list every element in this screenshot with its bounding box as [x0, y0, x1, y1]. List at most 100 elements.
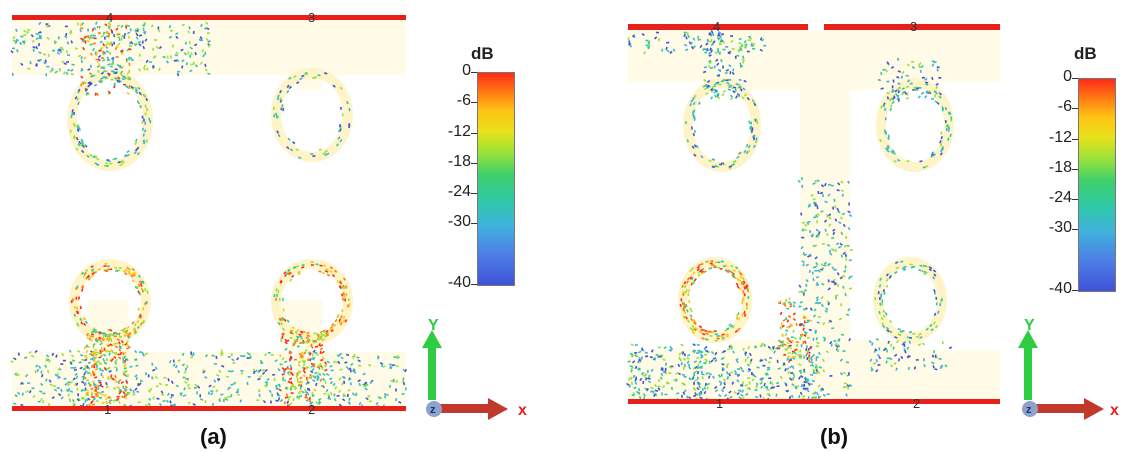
current-vector [743, 310, 746, 315]
current-vector [288, 85, 292, 90]
current-vector [149, 387, 153, 392]
current-vector [102, 43, 106, 47]
current-vector [668, 371, 672, 375]
colorbar-tick-mark [471, 162, 477, 164]
current-vector [812, 371, 816, 374]
current-vector [685, 316, 688, 320]
current-vector [788, 346, 793, 350]
current-vector [304, 396, 308, 399]
current-vector [113, 84, 116, 89]
current-vector [708, 60, 713, 65]
current-vector [710, 49, 713, 53]
current-vector [772, 346, 775, 350]
current-vector [356, 356, 360, 359]
current-vector [816, 220, 819, 224]
current-vector [118, 341, 121, 345]
current-vector [280, 317, 284, 322]
current-vector [89, 43, 93, 46]
current-vector [302, 374, 306, 378]
current-vector [266, 378, 270, 381]
current-vector [94, 367, 98, 371]
current-vector [768, 356, 773, 359]
current-vector [675, 372, 679, 375]
current-vector [141, 289, 145, 293]
current-vector [689, 307, 692, 311]
current-vector [703, 270, 707, 274]
current-vector [327, 397, 332, 401]
current-vector [888, 275, 892, 279]
current-vector [660, 372, 664, 377]
current-vector [94, 337, 98, 341]
current-vector [747, 145, 751, 149]
current-vector [43, 61, 47, 65]
current-vector [342, 277, 346, 281]
current-vector [80, 56, 83, 60]
current-vector [808, 354, 811, 358]
current-vector [246, 352, 250, 356]
current-vector [818, 351, 821, 356]
current-vector [630, 343, 634, 347]
current-vector [220, 393, 224, 396]
current-vector [337, 360, 341, 365]
current-vector [94, 154, 98, 158]
colorbar-tick-mark [1072, 199, 1078, 201]
current-vector [94, 348, 98, 351]
current-vector [810, 355, 813, 360]
current-vector [158, 402, 163, 407]
current-vector [694, 326, 698, 331]
current-vector [358, 382, 362, 387]
current-vector [165, 399, 170, 403]
current-vector [318, 270, 322, 273]
current-vector [72, 136, 76, 140]
axis-triad-b: Y x z [1018, 317, 1119, 420]
current-vector [921, 270, 926, 274]
current-vector [715, 58, 719, 62]
current-vector [827, 183, 831, 186]
current-vector [885, 326, 890, 331]
current-vector [126, 149, 130, 154]
current-vector [111, 377, 115, 381]
top-feedline-a [12, 20, 406, 75]
current-vector [741, 313, 744, 317]
current-vector [120, 381, 125, 385]
current-vector [126, 24, 130, 28]
current-vector [839, 276, 843, 280]
current-vector [726, 270, 730, 274]
current-vector [747, 39, 751, 42]
current-vector [845, 313, 850, 317]
current-vector [935, 85, 939, 89]
current-vector [367, 394, 371, 398]
current-vector [822, 321, 826, 326]
current-vector [277, 397, 281, 401]
current-vector [732, 350, 736, 354]
current-vector [682, 290, 685, 295]
current-vector [782, 301, 786, 305]
current-vector [746, 386, 750, 390]
current-vector [908, 340, 912, 344]
current-vector [816, 213, 820, 216]
current-vector [121, 343, 125, 347]
current-vector [340, 315, 343, 319]
current-vector [705, 371, 709, 375]
current-vector [212, 385, 216, 388]
current-vector [736, 379, 740, 383]
current-vector [930, 154, 934, 158]
current-vector [692, 114, 695, 119]
current-vector [885, 69, 888, 73]
current-vector [291, 326, 296, 330]
current-vector [79, 317, 83, 322]
current-vector [663, 346, 667, 349]
current-vector [818, 366, 823, 369]
current-vector [836, 283, 840, 288]
current-vector [766, 368, 771, 371]
current-vector [352, 370, 357, 374]
current-vector [737, 327, 741, 331]
current-vector [110, 338, 113, 343]
current-vector [884, 312, 888, 316]
current-vector [105, 385, 109, 389]
current-vector [364, 383, 368, 388]
current-vector [306, 377, 309, 381]
current-vector [791, 339, 795, 343]
current-vector [170, 380, 174, 384]
current-vector [91, 370, 95, 374]
